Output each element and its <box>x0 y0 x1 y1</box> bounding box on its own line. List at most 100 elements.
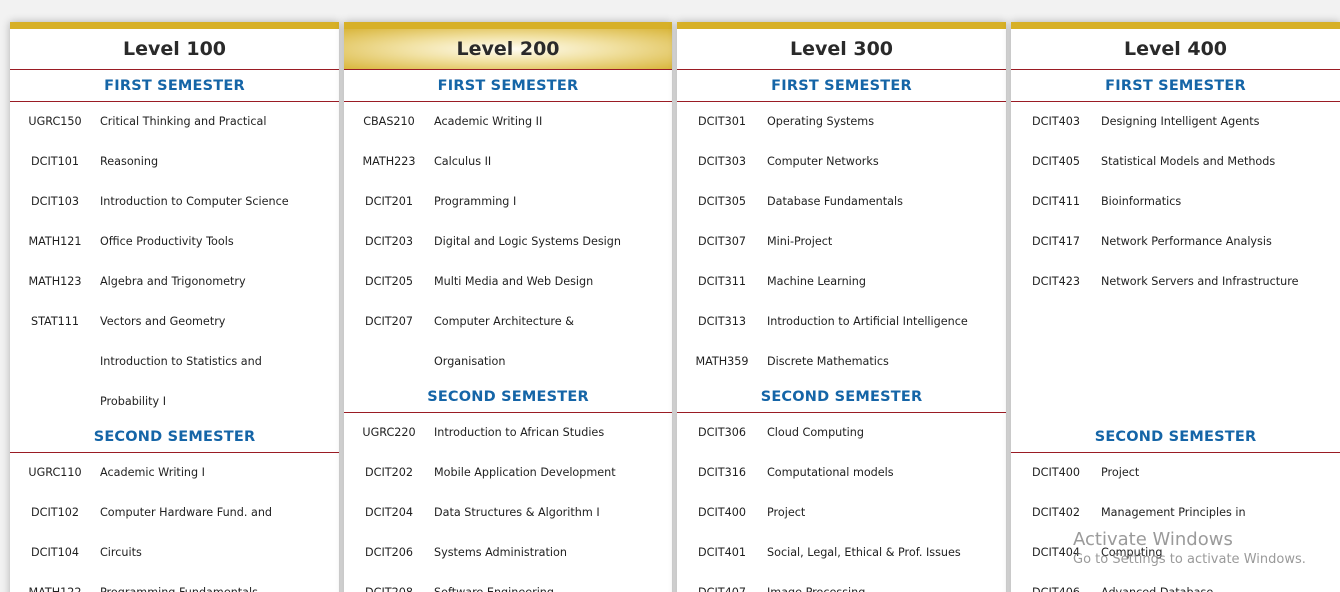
course-name: Systems Administration <box>434 546 567 559</box>
course-code: DCIT403 <box>1032 115 1080 128</box>
course-code: DCIT402 <box>1032 506 1080 519</box>
course-row: DCIT403 Designing Intelligent Agents <box>1011 115 1340 135</box>
course-row: MATH122Programming Fundamentals <box>10 586 339 592</box>
course-code: DCIT201 <box>365 195 413 208</box>
course-row: UGRC220 Introduction to African Studies <box>344 426 672 446</box>
course-code: MATH122 <box>10 586 100 592</box>
course-row: DCIT102 Computer Hardware Fund. and <box>10 506 339 526</box>
second-semester-heading: SECOND SEMESTER <box>10 422 339 453</box>
course-name: Mini-Project <box>767 235 833 248</box>
course-code: DCIT400 <box>698 506 746 519</box>
course-code: DCIT305 <box>698 195 746 208</box>
course-row: DCIT306 Cloud Computing <box>677 426 1006 446</box>
course-name: Database Fundamentals <box>767 195 903 208</box>
course-row: DCIT405 Statistical Models and Methods <box>1011 155 1340 175</box>
course-code: DCIT407 <box>677 586 767 592</box>
course-row: UGRC150 Critical Thinking and Practical <box>10 115 339 135</box>
course-code: DCIT104 <box>31 546 79 559</box>
course-row: DCIT303 Computer Networks <box>677 155 1006 175</box>
course-row: DCIT401 Social, Legal, Ethical & Prof. Is… <box>677 546 1006 566</box>
course-code: DCIT102 <box>31 506 79 519</box>
course-row: UGRC110 Academic Writing I <box>10 466 339 486</box>
course-row: DCIT307 Mini-Project <box>677 235 1006 255</box>
level-title[interactable]: Level 300 <box>677 29 1006 70</box>
level-title[interactable]: Level 400 <box>1011 29 1340 70</box>
course-code: DCIT101 <box>31 155 79 168</box>
course-code: CBAS210 <box>363 115 415 128</box>
level-400-card: Level 400 FIRST SEMESTER DCIT403 Designin… <box>1011 22 1340 592</box>
course-name: Computational models <box>767 466 894 479</box>
course-code: DCIT202 <box>365 466 413 479</box>
course-row: Organisation <box>344 355 672 375</box>
course-name: Organisation <box>434 355 506 368</box>
course-row: DCIT400 Project <box>677 506 1006 526</box>
course-code: DCIT206 <box>365 546 413 559</box>
course-name: Project <box>767 506 806 519</box>
level-100-card: Level 100 FIRST SEMESTER UGRC150 Critical… <box>10 22 339 592</box>
course-row: DCIT204 Data Structures & Algorithm I <box>344 506 672 526</box>
course-row: DCIT207 Computer Architecture & <box>344 315 672 335</box>
course-name: Multi Media and Web Design <box>434 275 594 288</box>
course-code: DCIT303 <box>698 155 746 168</box>
course-code: DCIT306 <box>698 426 746 439</box>
course-row: DCIT313 Introduction to Artificial Intell… <box>677 315 1006 335</box>
first-semester-heading: FIRST SEMESTER <box>344 71 672 102</box>
course-code: DCIT205 <box>365 275 413 288</box>
course-row: DCIT203 Digital and Logic Systems Design <box>344 235 672 255</box>
course-name: Image Processing <box>767 586 865 592</box>
course-code: DCIT400 <box>1032 466 1080 479</box>
first-semester-heading: FIRST SEMESTER <box>1011 71 1340 102</box>
course-row: DCIT407Image Processing <box>677 586 1006 592</box>
course-name: Critical Thinking and Practical <box>100 115 267 128</box>
course-name: Designing Intelligent Agents <box>1101 115 1260 128</box>
course-code: MATH121 <box>28 235 82 248</box>
level-200-card: Level 200 FIRST SEMESTER CBAS210 Academic… <box>344 22 672 592</box>
course-row: DCIT402 Management Principles in <box>1011 506 1340 526</box>
course-code: DCIT207 <box>365 315 413 328</box>
course-name: Computing <box>1101 546 1163 559</box>
course-code: DCIT311 <box>698 275 746 288</box>
course-code: UGRC110 <box>28 466 82 479</box>
course-row: DCIT417 Network Performance Analysis <box>1011 235 1340 255</box>
course-name: Digital and Logic Systems Design <box>434 235 621 248</box>
course-name: Reasoning <box>100 155 159 168</box>
course-row: Introduction to Statistics and <box>10 355 339 375</box>
course-code: DCIT404 <box>1032 546 1080 559</box>
course-name: Introduction to Artificial Intelligence <box>767 315 968 328</box>
course-code: DCIT313 <box>698 315 746 328</box>
course-code: DCIT103 <box>31 195 79 208</box>
course-name: Advanced Database <box>1101 586 1213 592</box>
course-code: MATH123 <box>28 275 82 288</box>
course-row: MATH123 Algebra and Trigonometry <box>10 275 339 295</box>
level-title[interactable]: Level 100 <box>10 29 339 70</box>
course-code: DCIT307 <box>698 235 746 248</box>
course-name: Mobile Application Development <box>434 466 616 479</box>
course-row: DCIT301 Operating Systems <box>677 115 1006 135</box>
course-name: Project <box>1101 466 1140 479</box>
course-row: STAT111 Vectors and Geometry <box>10 315 339 335</box>
first-semester-heading: FIRST SEMESTER <box>677 71 1006 102</box>
course-name: Computer Architecture & <box>434 315 574 328</box>
course-row: DCIT205 Multi Media and Web Design <box>344 275 672 295</box>
course-name: Machine Learning <box>767 275 866 288</box>
course-name: Network Performance Analysis <box>1101 235 1272 248</box>
course-row: DCIT101 Reasoning <box>10 155 339 175</box>
course-name: Introduction to Computer Science <box>100 195 289 208</box>
course-code: DCIT208 <box>344 586 434 592</box>
course-row: DCIT404 Computing <box>1011 546 1340 566</box>
course-code: DCIT401 <box>698 546 746 559</box>
course-name: Data Structures & Algorithm I <box>434 506 600 519</box>
course-name: Cloud Computing <box>767 426 864 439</box>
course-name: Vectors and Geometry <box>100 315 226 328</box>
course-name: Social, Legal, Ethical & Prof. Issues <box>767 546 961 559</box>
course-row: DCIT208Software Engineering <box>344 586 672 592</box>
course-code: DCIT406 <box>1011 586 1101 592</box>
course-code: DCIT204 <box>365 506 413 519</box>
course-code: DCIT423 <box>1032 275 1080 288</box>
course-row: DCIT305 Database Fundamentals <box>677 195 1006 215</box>
course-code: MATH223 <box>362 155 416 168</box>
course-name: Introduction to African Studies <box>434 426 605 439</box>
level-title[interactable]: Level 200 <box>344 29 672 70</box>
course-code: DCIT301 <box>698 115 746 128</box>
course-name: Computer Hardware Fund. and <box>100 506 273 519</box>
